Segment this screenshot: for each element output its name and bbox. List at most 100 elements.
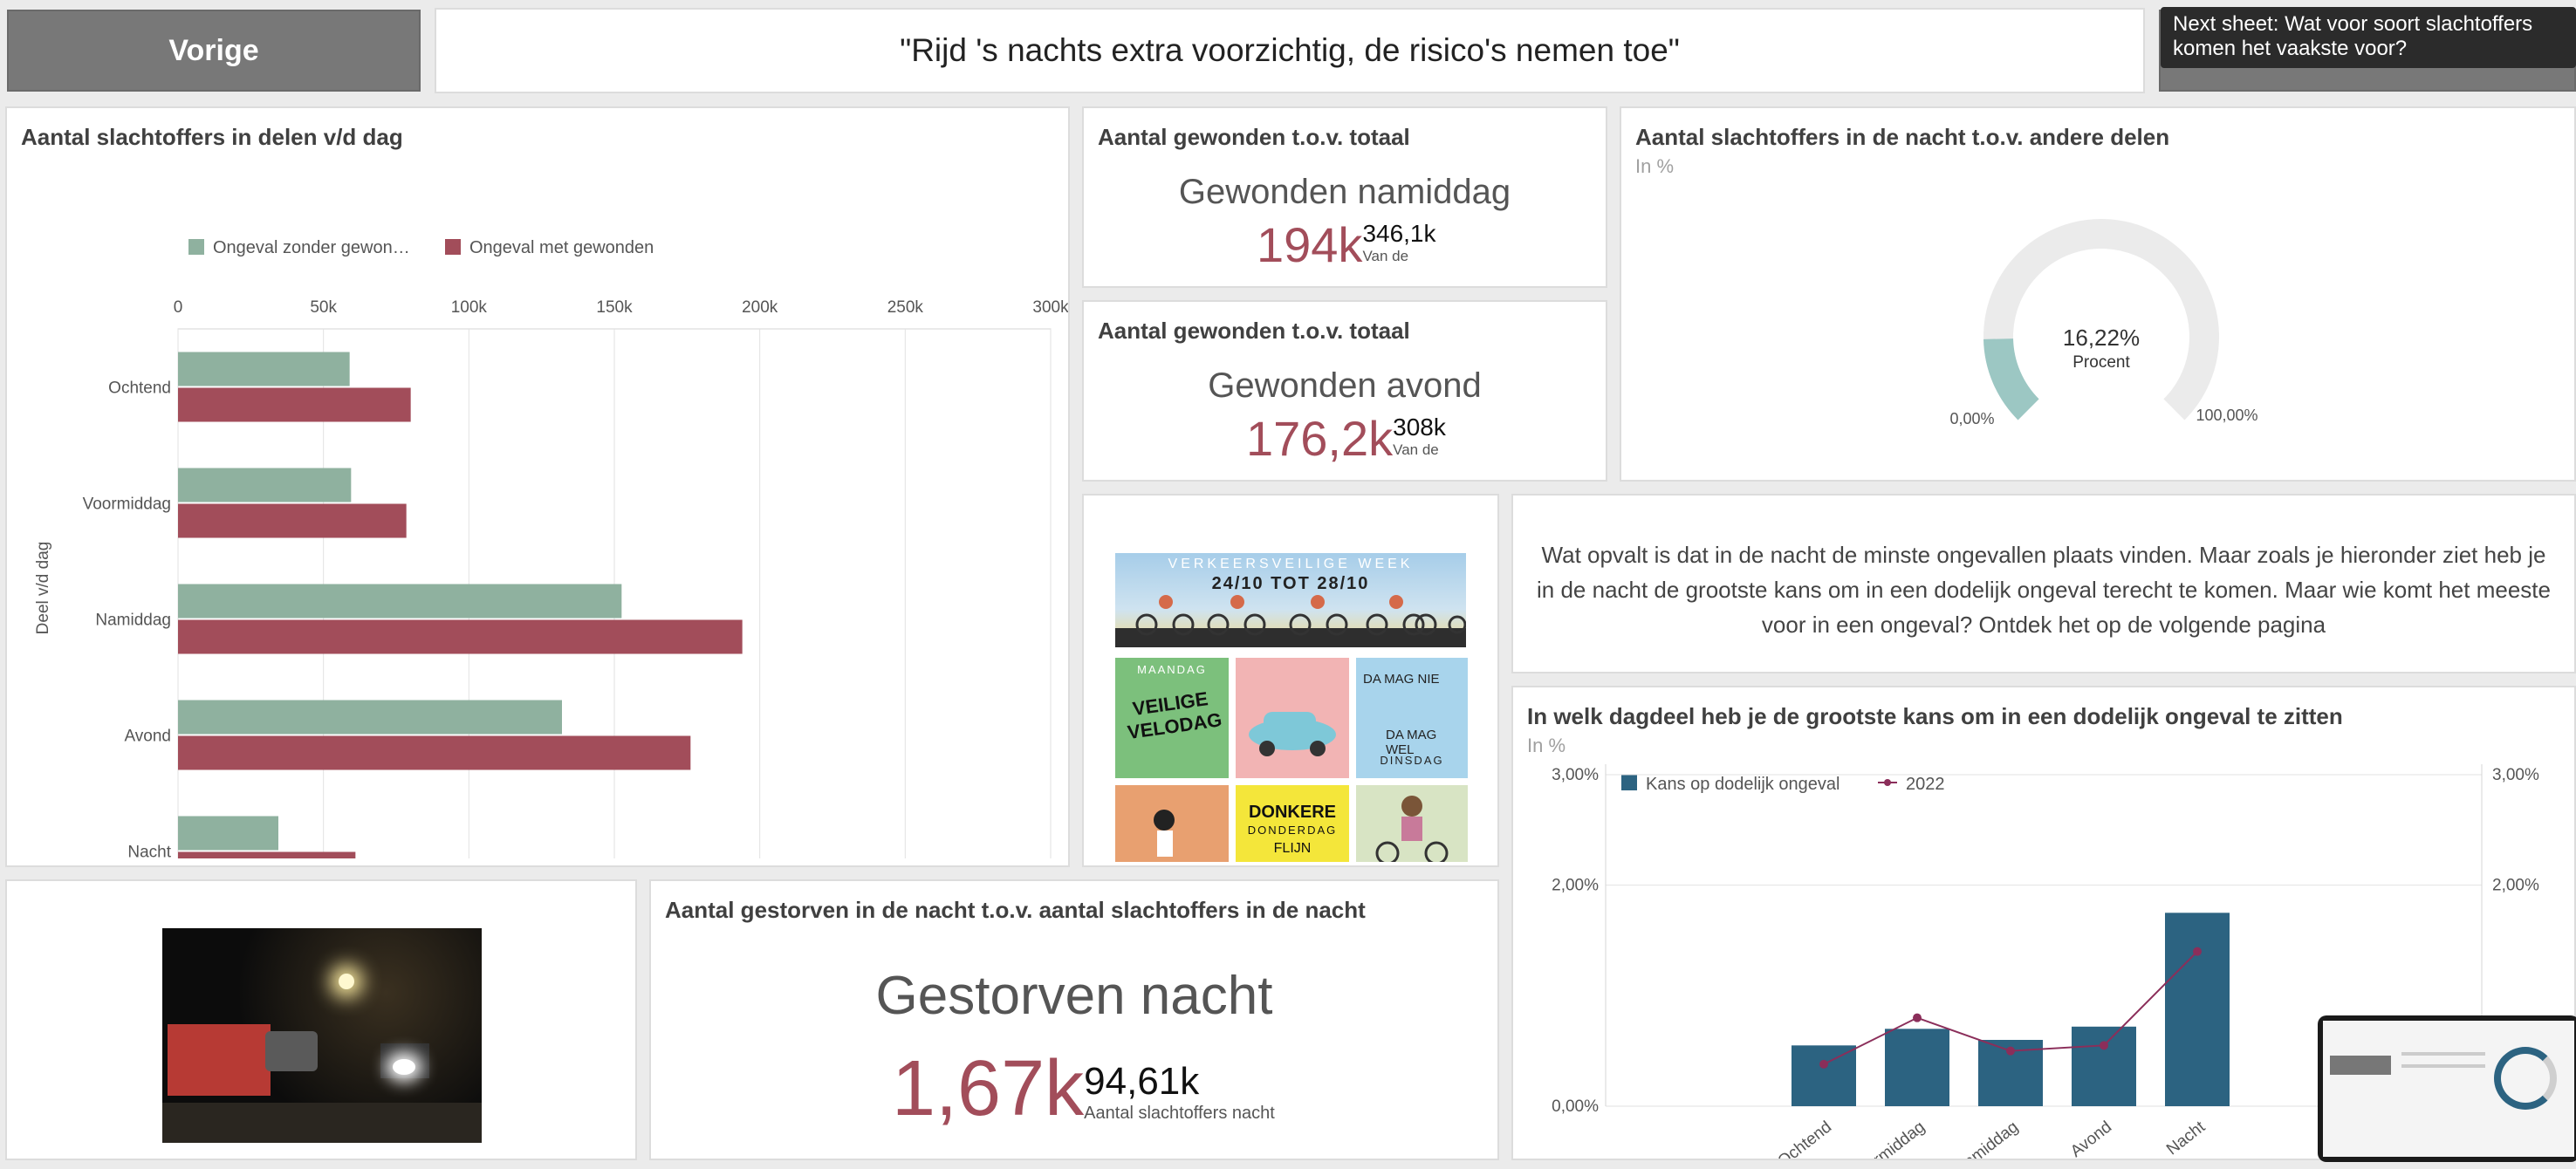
bar-tick-top: 250k (887, 298, 924, 317)
bar-tick-top: 0 (174, 298, 183, 317)
gauge-panel: Aantal slachtoffers in de nacht t.o.v. a… (1620, 106, 2576, 482)
combo-category-label: Nacht (2163, 1118, 2209, 1159)
gauge-fill (1983, 338, 2039, 420)
sheet-thumbnail[interactable] (2318, 1015, 2576, 1162)
night-accident-photo (162, 928, 482, 1143)
combo-tick-left: 0,00% (1552, 1097, 1599, 1116)
poster-tile-dinsdag: DA MAG NIE DA MAG WEL DINSDAG (1356, 658, 1468, 778)
kpi-gestorven-heading: Gestorven nacht (875, 966, 1273, 1026)
info-text: Wat opvalt is dat in de nacht de minste … (1537, 542, 2551, 638)
combo-chart-panel: In welk dagdeel heb je de grootste kans … (1511, 686, 2576, 1162)
poster-banner: VERKEERSVEILIGE WEEK 24/10 TOT 28/10 (1115, 553, 1466, 647)
legend-swatch-1 (445, 239, 461, 255)
combo-category-label: Namiddag (1951, 1118, 2022, 1159)
bar-category-label: Namiddag (95, 612, 171, 630)
legend-swatch-0 (188, 239, 204, 255)
poster-tile-car (1236, 658, 1349, 778)
combo-category-label: Voormiddag (1847, 1118, 1929, 1159)
combo-chart-subtitle: In % (1527, 735, 1566, 756)
kpi-avond-total-label: Van de (1393, 441, 1439, 458)
kpi-namiddag-panel: Aantal gewonden t.o.v. totaal Gewonden n… (1082, 106, 1607, 288)
gauge-max-label: 100,00% (2196, 407, 2257, 424)
legend-label-line: 2022 (1906, 775, 1945, 794)
combo-point-namiddag (2006, 1046, 2015, 1056)
kpi-avond-heading: Gewonden avond (1208, 366, 1482, 405)
legend-label-0: Ongeval zonder gewon… (213, 238, 410, 257)
info-text-panel: Wat opvalt is dat in de nacht de minste … (1511, 494, 2576, 673)
bar-tick-top: 200k (742, 298, 778, 317)
kpi-namiddag-heading: Gewonden namiddag (1178, 173, 1511, 211)
bar-chart-title: Aantal slachtoffers in delen v/d dag (21, 124, 403, 150)
bar-chart: Ongeval zonder gewon… Ongeval met gewonde… (34, 238, 1068, 859)
kpi-gestorven-total-label: Aantal slachtoffers nacht (1084, 1104, 1275, 1123)
bar-voormiddag-0 (178, 468, 352, 502)
bar-chart-panel: Aantal slachtoffers in delen v/d dag Ong… (5, 106, 1070, 867)
bar-chart-ylabel: Deel v/d dag (34, 542, 52, 635)
combo-tick-right: 3,00% (2492, 766, 2539, 784)
poster-tile-person (1115, 785, 1229, 862)
bar-ochtend-0 (178, 352, 350, 386)
bar-nacht-1 (178, 851, 356, 858)
kpi-gestorven-title: Aantal gestorven in de nacht t.o.v. aant… (665, 897, 1366, 923)
bar-category-label: Avond (124, 728, 171, 746)
poster-panel: VERKEERSVEILIGE WEEK 24/10 TOT 28/10 MAA… (1082, 494, 1499, 867)
bar-nacht-0 (178, 816, 278, 851)
cyclist-icon (1375, 796, 1449, 862)
kpi-namiddag-total: 346,1k (1362, 220, 1436, 247)
kpi-gestorven-panel: Aantal gestorven in de nacht t.o.v. aant… (649, 879, 1499, 1160)
bar-ochtend-1 (178, 387, 411, 422)
kpi-avond-panel: Aantal gewonden t.o.v. totaal Gewonden a… (1082, 300, 1607, 482)
gauge-track (1983, 219, 2219, 420)
legend-swatch-bar (1621, 775, 1637, 790)
car-icon (1249, 712, 1336, 756)
combo-point-avond (2100, 1041, 2108, 1050)
legend-label-1: Ongeval met gewonden (469, 238, 654, 257)
poster-banner-dates: 24/10 TOT 28/10 (1211, 574, 1370, 593)
bar-tick-top: 100k (451, 298, 488, 317)
combo-point-nacht (2193, 947, 2202, 956)
legend-label-bar: Kans op dodelijk ongeval (1646, 775, 1840, 794)
gauge-value: 16,22% (2063, 325, 2140, 351)
bar-namiddag-0 (178, 584, 622, 619)
poster-tile-donderdag: DONKERE DONDERDAG FLIJN (1236, 785, 1349, 862)
bar-category-label: Ochtend (108, 379, 171, 398)
bar-avond-1 (178, 735, 691, 770)
combo-category-label: Avond (2067, 1118, 2115, 1159)
next-sheet-tooltip: Next sheet: Wat voor soort slachtoffers … (2161, 7, 2576, 68)
quote-banner: "Rijd 's nachts extra voorzichtig, de ri… (435, 8, 2145, 93)
bar-namiddag-1 (178, 619, 743, 654)
combo-tick-left: 2,00% (1552, 877, 1599, 895)
kpi-gestorven-value: 1,67k (892, 1045, 1085, 1132)
kpi-avond-title: Aantal gewonden t.o.v. totaal (1098, 318, 1410, 344)
previous-button[interactable]: Vorige (7, 10, 421, 92)
bar-tick-top: 300k (1032, 298, 1068, 317)
kpi-gestorven-total: 94,61k (1084, 1060, 1200, 1103)
bar-voormiddag-1 (178, 503, 407, 538)
kpi-avond-value: 176,2k (1246, 411, 1394, 466)
combo-chart-title: In welk dagdeel heb je de grootste kans … (1527, 703, 2343, 729)
combo-tick-left: 3,00% (1552, 766, 1599, 784)
combo-point-voormiddag (1913, 1013, 1922, 1022)
bar-tick-top: 150k (596, 298, 633, 317)
gauge-min-label: 0,00% (1949, 410, 1994, 427)
bar-tick-top: 50k (310, 298, 337, 317)
combo-bar-voormiddag (1885, 1029, 1949, 1106)
photo-panel (5, 879, 637, 1160)
gauge-subtitle: In % (1635, 155, 1675, 177)
poster-banner-title: VERKEERSVEILIGE WEEK (1168, 557, 1414, 571)
combo-bar-ochtend (1792, 1045, 1856, 1106)
poster-tile-cyclist (1356, 785, 1468, 862)
kpi-namiddag-value: 194k (1257, 217, 1363, 272)
bicycles-icon (1135, 595, 1466, 636)
legend-marker (1884, 779, 1891, 786)
kpi-namiddag-title: Aantal gewonden t.o.v. totaal (1098, 124, 1410, 150)
gauge-value-label: Procent (2072, 353, 2130, 372)
combo-point-ochtend (1819, 1059, 1828, 1069)
bar-category-label: Nacht (127, 844, 171, 859)
combo-tick-right: 2,00% (2492, 877, 2539, 895)
bar-category-label: Voormiddag (83, 496, 171, 514)
combo-category-label: Ochtend (1775, 1118, 1836, 1159)
kpi-namiddag-total-label: Van de (1362, 248, 1409, 264)
bar-avond-0 (178, 700, 562, 735)
